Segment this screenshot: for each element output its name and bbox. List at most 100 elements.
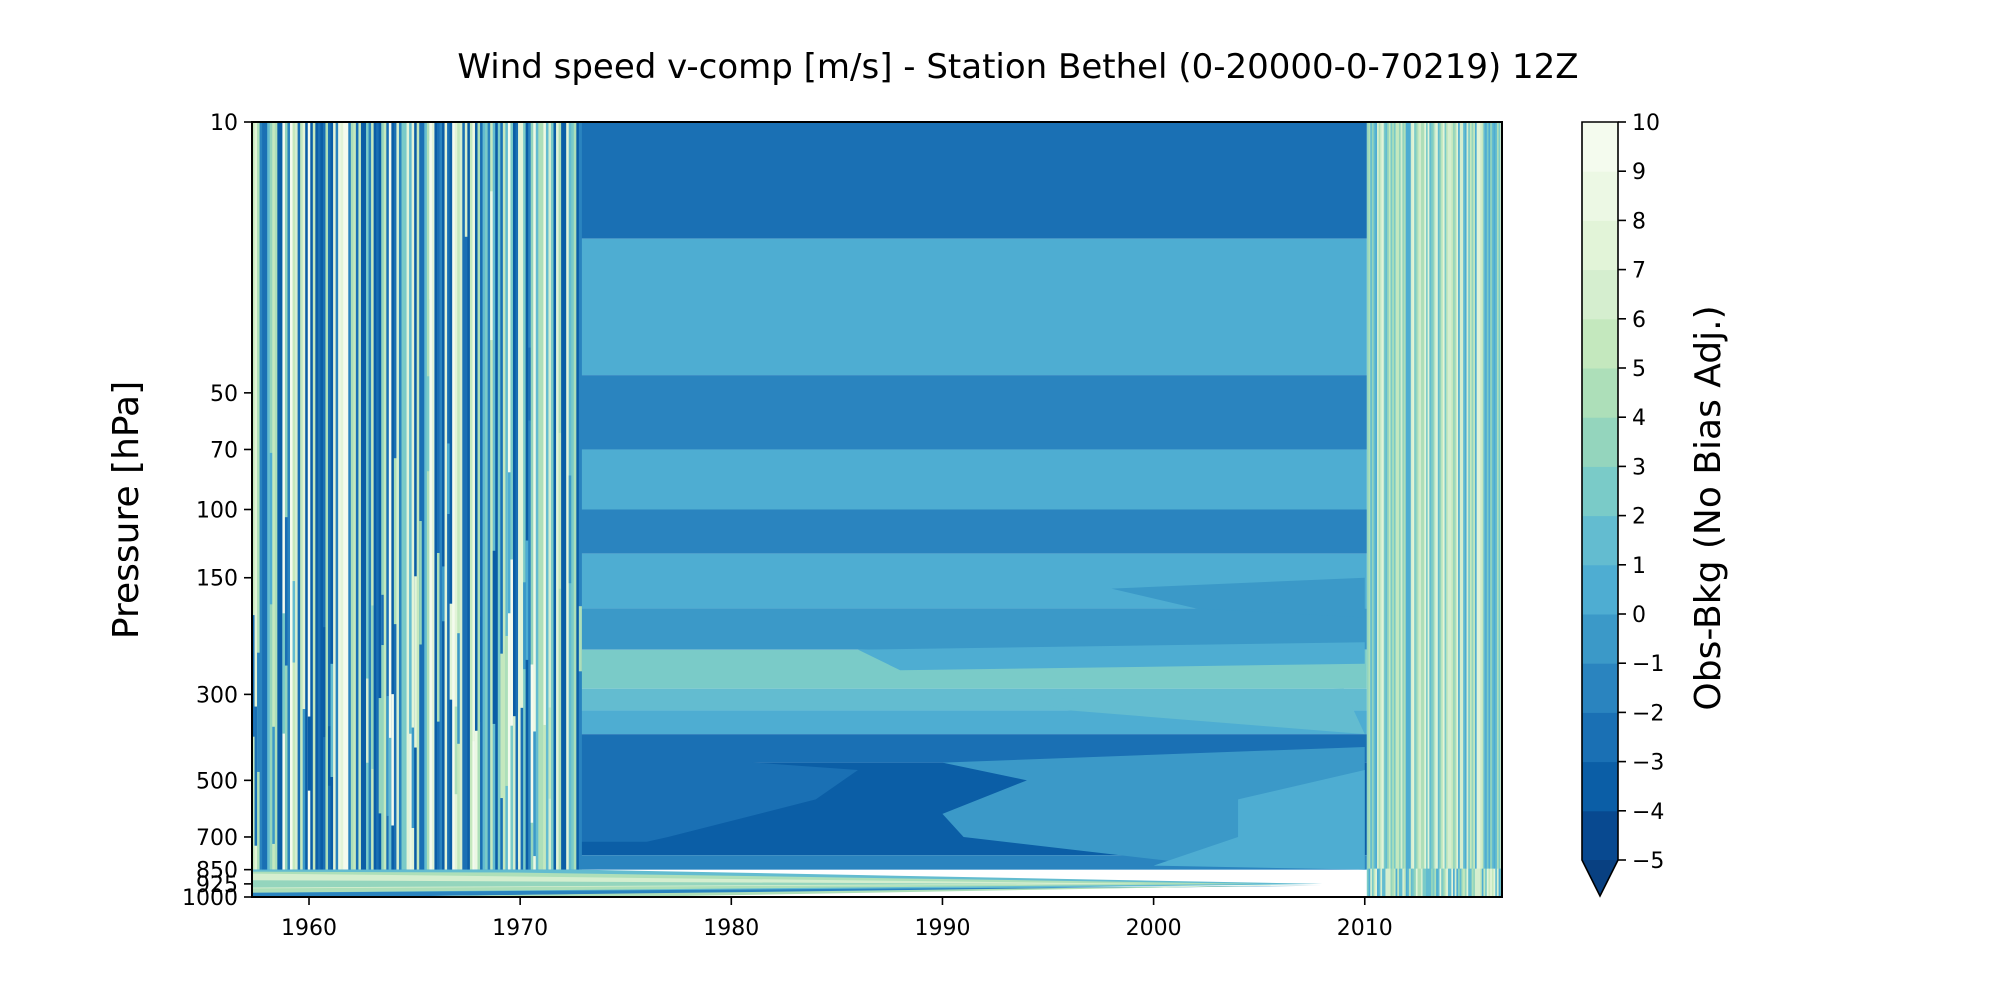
contour-strip [1417, 868, 1420, 897]
contour-strip [1431, 868, 1434, 897]
contour-strip [1480, 868, 1483, 897]
contour-strip [1382, 868, 1385, 897]
contour-strip [474, 730, 479, 870]
x-axis: 1960 1970 1980 1990 2000 2010 [281, 897, 1393, 941]
contour-patch [857, 642, 1365, 671]
colorbar-tick-label: −4 [1632, 800, 1664, 825]
contour-strip [1431, 122, 1434, 897]
contour-strip [497, 122, 501, 870]
contour-strip [545, 122, 549, 870]
x-tick-label: 2000 [1126, 916, 1182, 941]
contour-strip [1495, 868, 1498, 897]
contour-strip [1370, 868, 1373, 897]
contour-strip [1409, 122, 1412, 897]
contour-strip [1429, 122, 1432, 897]
contour-strip [1490, 122, 1493, 897]
contour-strip [1387, 122, 1390, 897]
contour-strip [381, 122, 385, 870]
contour-strip [1382, 122, 1385, 897]
contour-strip [1375, 868, 1378, 897]
contour-strip [1439, 868, 1442, 897]
y-tick-label: 700 [196, 826, 238, 851]
colorbar-segment [1582, 663, 1618, 713]
contour-strip [469, 122, 473, 870]
colorbar-tick-label: 4 [1632, 406, 1646, 431]
contour-strip [449, 122, 453, 870]
contour-strip [1400, 868, 1403, 897]
contour-strip [282, 613, 286, 734]
colorbar-segment [1582, 515, 1618, 566]
contour-strip [383, 122, 387, 870]
contour-strip [419, 521, 423, 645]
contour-strip [411, 727, 415, 829]
contour-patch [1026, 688, 1365, 735]
contour-strip [1388, 868, 1392, 897]
contour-strip [282, 122, 286, 870]
contour-strip [477, 709, 481, 840]
contour-strip [447, 443, 451, 514]
contour-strip [272, 726, 276, 844]
contour-strip [1466, 122, 1469, 897]
contour-strip [1451, 122, 1454, 897]
contour-strip [1422, 868, 1425, 897]
contour-strip [1493, 868, 1496, 897]
contour-strip [1491, 122, 1495, 897]
contour-strip [1478, 868, 1481, 897]
contour-strip [1461, 122, 1464, 897]
contour-strip [449, 603, 453, 700]
contour-strip [1453, 122, 1456, 897]
contour-strip [409, 733, 413, 870]
colorbar-tick-label: 6 [1632, 308, 1646, 333]
contour-strip [254, 706, 258, 846]
colorbar-segment [1582, 220, 1618, 271]
contour-strip [290, 122, 294, 870]
contour-strip [378, 122, 382, 870]
contour-strip [1373, 122, 1376, 897]
x-tick-label: 1980 [703, 916, 759, 941]
contour-strip [426, 122, 430, 870]
y-tick-label: 1000 [182, 886, 238, 911]
contour-strip [472, 122, 476, 870]
contour-strip [1468, 868, 1471, 897]
contour-strip [1412, 122, 1415, 897]
contour-strip [530, 664, 534, 823]
contour-strip [325, 122, 329, 870]
contour-strip [495, 122, 499, 870]
contour-strip [277, 122, 281, 870]
contour-strip [1429, 868, 1432, 897]
contour-strip [1493, 122, 1496, 897]
contour-strip [1480, 122, 1483, 897]
contour-strip [429, 140, 433, 300]
contour-strip [550, 122, 555, 870]
contour-strip [1407, 122, 1410, 897]
contour-strip [358, 122, 362, 870]
contour-strip [1456, 122, 1459, 897]
contour-strip [1461, 868, 1464, 897]
contour-strip [274, 122, 278, 870]
contour-strip [1444, 122, 1447, 897]
contour-strip [366, 678, 370, 763]
contour-strip [538, 122, 542, 870]
contour-strip [284, 517, 288, 666]
contour-strip [1471, 122, 1474, 897]
contour-strip [1466, 868, 1469, 897]
contour-strip [568, 475, 572, 584]
contour-strip [1442, 868, 1446, 897]
contour-strip [429, 122, 433, 870]
contour-strip [474, 122, 479, 870]
contour-strip [292, 122, 296, 870]
contour-strip [302, 122, 306, 870]
contour-strip [1424, 868, 1427, 897]
contour-strip [386, 122, 390, 870]
contour-strip [1420, 122, 1424, 897]
contour-strip [393, 458, 397, 625]
contour-patch [1111, 577, 1365, 618]
contour-strip [360, 122, 364, 870]
contour-strip [1419, 122, 1422, 897]
contour-strip [1383, 868, 1386, 897]
contour-strip [1458, 868, 1461, 897]
colorbar-segment [1582, 614, 1618, 664]
contour-strip [1451, 868, 1454, 897]
colorbar-tick-label: −3 [1632, 751, 1664, 776]
contour-strip [1483, 122, 1486, 897]
